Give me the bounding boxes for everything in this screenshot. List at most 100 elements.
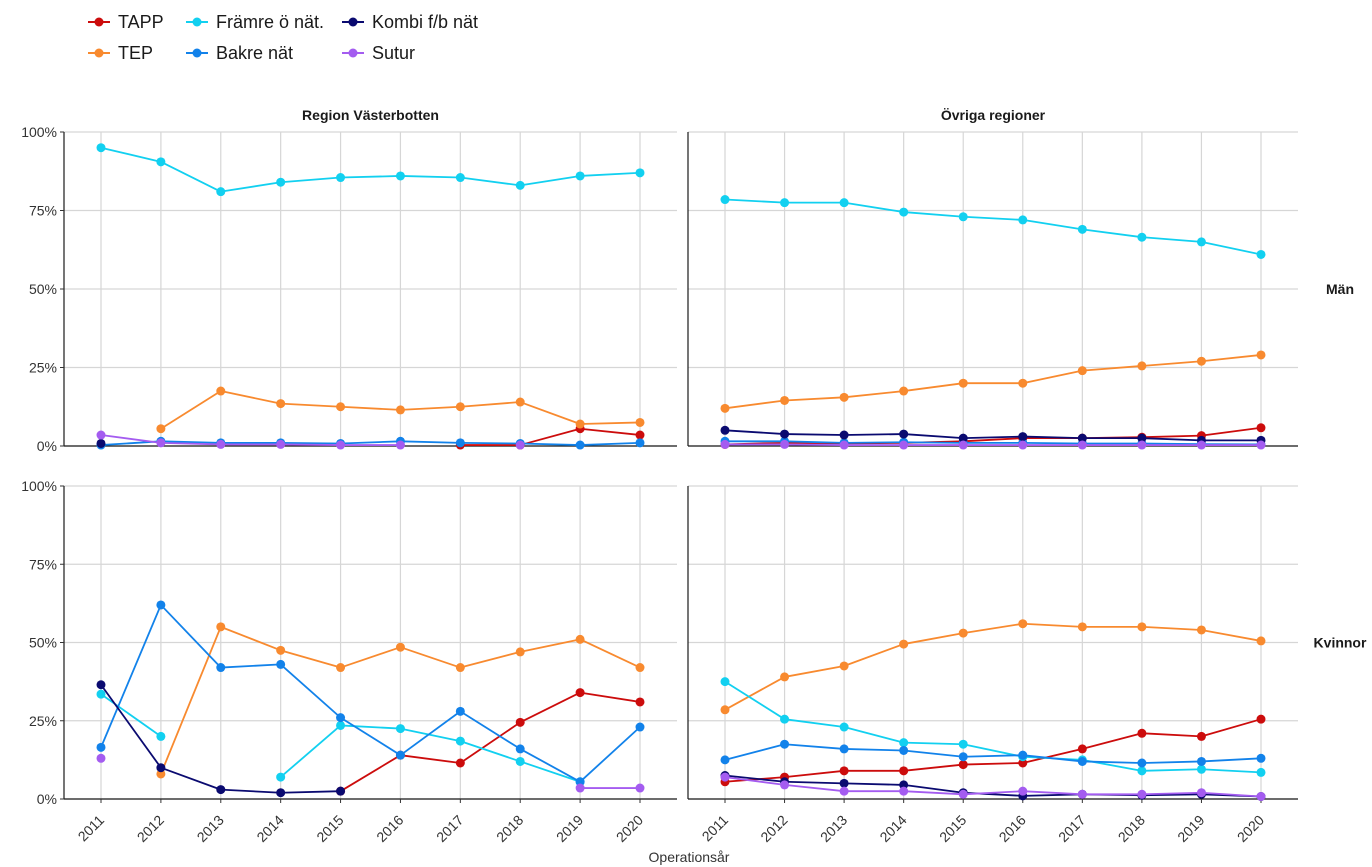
series-line-segment <box>784 780 845 785</box>
data-point <box>1196 625 1206 635</box>
series-line-segment <box>1141 360 1202 367</box>
data-point <box>899 766 909 776</box>
series-line-segment <box>160 440 221 444</box>
data-point <box>96 680 106 690</box>
series-line-segment <box>1141 793 1202 797</box>
series-line-segment <box>1022 219 1083 231</box>
data-point <box>635 722 645 732</box>
data-point <box>899 429 909 439</box>
data-point <box>1077 366 1087 376</box>
series-line-segment <box>784 665 845 678</box>
x-tick-label: 2015 <box>936 812 969 845</box>
series-line-segment <box>784 784 845 793</box>
series-line-segment <box>1022 790 1083 796</box>
series-line-segment <box>844 782 904 786</box>
data-point <box>1137 789 1147 799</box>
data-point <box>1196 788 1206 798</box>
series-line-segment <box>843 726 904 744</box>
data-point <box>1256 636 1266 646</box>
data-point <box>336 713 346 723</box>
series-line-segment <box>519 760 581 783</box>
data-point <box>720 772 730 782</box>
data-point <box>1018 758 1028 768</box>
data-point <box>720 755 730 765</box>
data-point <box>1256 791 1266 801</box>
data-point <box>1196 356 1206 366</box>
series-line-segment <box>519 427 581 446</box>
x-tick-label: 2020 <box>1234 812 1267 845</box>
data-point <box>575 777 585 787</box>
data-point <box>899 440 909 450</box>
data-point <box>899 745 909 755</box>
data-point <box>1256 249 1266 259</box>
series-line-segment <box>724 676 785 711</box>
data-point <box>1196 731 1206 741</box>
data-point <box>1137 766 1147 776</box>
series-line-segment <box>220 181 281 193</box>
data-point <box>1018 619 1028 629</box>
series-line-segment <box>1201 791 1262 798</box>
data-point <box>1018 750 1028 760</box>
data-point <box>395 405 405 415</box>
data-point <box>455 663 465 673</box>
legend-key-point <box>192 48 202 58</box>
data-point <box>958 440 968 450</box>
data-point <box>958 739 968 749</box>
series-line-segment <box>784 769 845 778</box>
series-line-segment <box>580 427 641 436</box>
legend: TAPP TEP Främre ö nät. Bakre nät Kombi f/b n… <box>88 12 478 63</box>
series-sutur <box>720 772 1266 801</box>
data-point <box>1137 622 1147 632</box>
data-point <box>1256 423 1266 433</box>
data-point <box>780 739 790 749</box>
x-tick-label: 2011 <box>699 812 732 845</box>
data-point <box>1077 789 1087 799</box>
data-point <box>395 440 405 450</box>
series-line-segment <box>963 437 1023 443</box>
series-tep <box>156 386 645 434</box>
series-line-segment <box>1201 718 1262 738</box>
x-tick-label: 2014 <box>253 812 286 845</box>
data-point <box>216 439 226 449</box>
series-line-segment <box>903 784 964 794</box>
legend-key-point <box>94 17 104 27</box>
series-bakre-nat <box>96 600 645 787</box>
series-line-segment <box>903 382 964 392</box>
data-point <box>899 639 909 649</box>
series-line-segment <box>1201 354 1262 363</box>
data-point <box>336 720 346 730</box>
series-line-segment <box>844 441 904 444</box>
series-line-segment <box>459 710 521 750</box>
panel-region-vasterbotten-man: 0% 25% 50% 75% 100% <box>21 124 677 454</box>
series-line-segment <box>844 748 904 752</box>
series-line-segment <box>1022 748 1083 764</box>
data-point <box>839 430 849 440</box>
data-point <box>1077 744 1087 754</box>
x-tick-label: 2016 <box>996 812 1029 845</box>
data-point <box>899 786 909 796</box>
series-line-segment <box>1141 236 1202 243</box>
series-tep <box>720 619 1266 715</box>
legend-item-bakre-nat: Bakre nät <box>186 43 293 63</box>
strip-label-kvinnor: Kvinnor <box>1314 635 1367 651</box>
data-point <box>780 395 790 405</box>
series-line-segment <box>459 721 521 764</box>
series-line-segment <box>903 749 964 758</box>
series-line-segment <box>1201 426 1262 437</box>
data-point <box>276 788 286 798</box>
series-line-segment <box>519 748 581 783</box>
series-bakre-nat <box>720 739 1266 768</box>
x-tick-label: 2018 <box>493 812 526 845</box>
series-line-segment <box>280 649 341 669</box>
x-tick-label: 2012 <box>757 812 790 845</box>
series-line-segment <box>400 405 461 411</box>
data-point <box>720 403 730 413</box>
series-line-segment <box>963 754 1023 758</box>
series-line-segment <box>784 396 845 402</box>
series-line-segment <box>1141 732 1202 738</box>
data-point <box>276 177 286 187</box>
data-point <box>1077 622 1087 632</box>
series-line-segment <box>220 626 281 652</box>
series-line-segment <box>1082 732 1143 750</box>
series-tapp <box>336 688 645 796</box>
